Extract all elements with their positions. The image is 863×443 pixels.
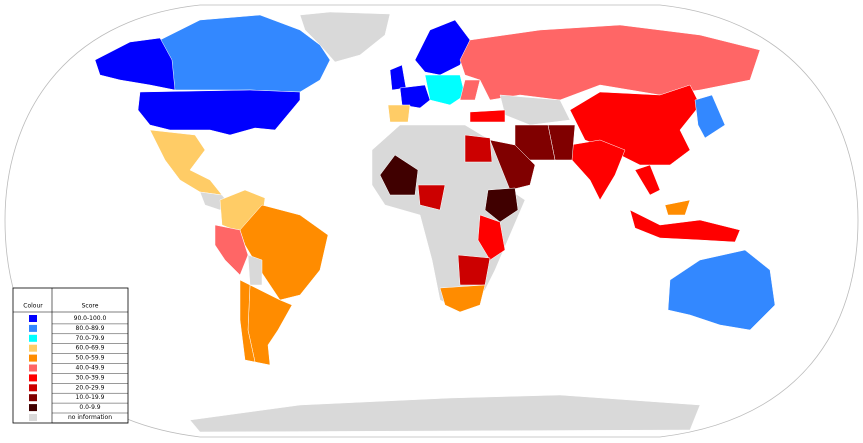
legend-swatch: [29, 334, 37, 342]
legend-swatch: [29, 344, 37, 352]
legend-label: 0.0-9.9: [79, 404, 100, 411]
russia: [459, 24, 761, 101]
legend-swatch: [29, 394, 37, 402]
legend-swatch: [29, 324, 37, 332]
peru: [214, 224, 249, 276]
usa: [137, 89, 301, 136]
countries: [94, 11, 776, 433]
legend-label: 10.0-19.9: [76, 394, 105, 401]
japan: [694, 94, 726, 139]
spain: [387, 104, 411, 123]
greenland: [299, 11, 391, 63]
ukraine: [459, 79, 481, 101]
east-africa: [477, 214, 506, 261]
legend-label: 80.0-89.9: [76, 325, 105, 332]
australia: [667, 249, 776, 331]
ethiopia: [484, 187, 519, 223]
antarctica: [189, 394, 701, 433]
legend-label: 90.0-100.0: [74, 315, 107, 322]
legend-label: 60.0-69.9: [76, 345, 105, 352]
nigeria: [417, 184, 446, 211]
legend-label: 70.0-79.9: [76, 335, 105, 342]
bolivia: [247, 254, 263, 286]
legend-swatch: [29, 404, 37, 412]
legend-label: 30.0-39.9: [76, 374, 105, 381]
egypt: [464, 134, 493, 163]
legend-swatch: [29, 384, 37, 392]
legend-swatch: [29, 414, 37, 421]
legend-header: Score: [82, 303, 99, 310]
legend-label: 20.0-29.9: [76, 384, 105, 391]
indonesia: [629, 209, 741, 243]
legend-swatch: [29, 374, 37, 382]
legend-label: 50.0-59.9: [76, 355, 105, 362]
legend-swatch: [29, 364, 37, 372]
legend-label: 40.0-49.9: [76, 365, 105, 372]
chile: [239, 279, 256, 363]
turkey: [469, 109, 506, 123]
legend-swatch: [29, 315, 37, 322]
legend-swatch: [29, 354, 37, 362]
alaska: [94, 37, 176, 91]
south-africa: [439, 284, 486, 313]
indochina: [634, 164, 661, 196]
sahel: [379, 154, 419, 196]
mexico: [149, 129, 223, 196]
france: [399, 84, 431, 109]
southern-africa: [457, 254, 491, 286]
central-europe: [424, 74, 466, 106]
legend: Colour Score 90.0-100.0 80.0-89.9 70.0-79.…: [12, 287, 129, 424]
legend-header: Colour: [23, 303, 43, 310]
iran: [514, 124, 556, 161]
india: [569, 139, 626, 201]
legend-label: no information: [68, 414, 112, 421]
malaysia: [664, 199, 691, 216]
